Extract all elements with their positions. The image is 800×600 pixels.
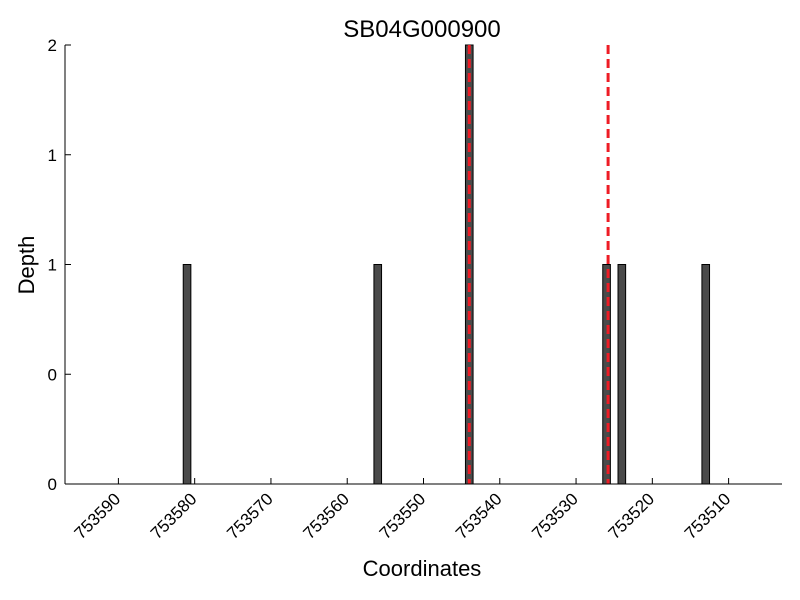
x-tick-label-4: 753550	[376, 489, 430, 543]
bar-2	[464, 44, 474, 485]
x-tick-label-8: 753510	[681, 489, 735, 543]
x-axis-label: Coordinates	[363, 556, 482, 581]
y-tick-label-1: 0	[48, 365, 57, 384]
bar-0	[182, 264, 192, 485]
axes	[64, 45, 782, 485]
y-tick-label-0: 0	[48, 475, 57, 494]
x-ticks: 753590 753580 753570 753560 753550 753540 7535…	[71, 478, 735, 543]
x-tick-label-6: 753530	[528, 489, 582, 543]
y-ticks: 0 0 1 1 2	[48, 36, 71, 494]
bar-4	[617, 264, 627, 485]
bar-1	[373, 264, 383, 485]
y-axis-label: Depth	[14, 236, 39, 295]
y-tick-label-4: 2	[48, 36, 57, 55]
y-tick-label-2: 1	[48, 256, 57, 275]
x-tick-label-5: 753540	[452, 489, 506, 543]
bars-layer	[182, 44, 711, 485]
x-tick-label-1: 753580	[147, 489, 201, 543]
x-tick-label-7: 753520	[605, 489, 659, 543]
x-tick-label-3: 753560	[299, 489, 353, 543]
x-tick-label-0: 753590	[71, 489, 125, 543]
markers-layer	[467, 45, 610, 484]
y-tick-label-3: 1	[48, 146, 57, 165]
bar-5	[701, 264, 711, 485]
chart-title: SB04G000900	[343, 16, 500, 43]
x-tick-label-2: 753570	[223, 489, 277, 543]
